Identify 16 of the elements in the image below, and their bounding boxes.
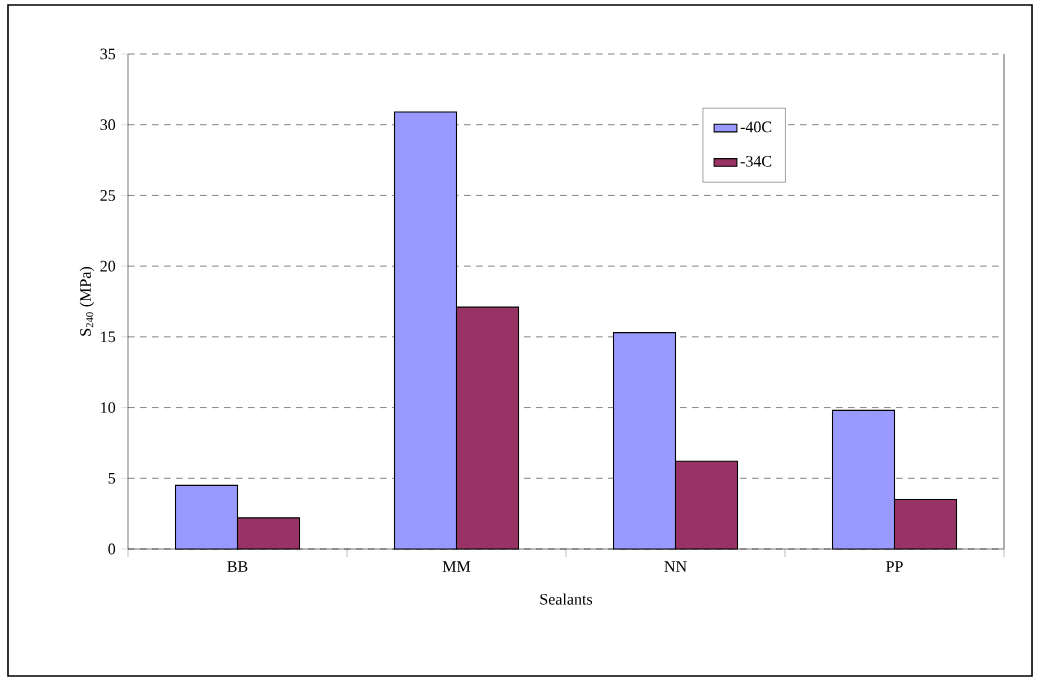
x-tick-label: BB (227, 561, 248, 572)
y-tick-label: 30 (100, 119, 116, 131)
y-tick-label: 5 (108, 472, 116, 484)
x-tick-label: MM (442, 561, 471, 572)
y-tick-label: 35 (100, 48, 116, 60)
y-tick-label: 0 (108, 543, 116, 555)
y-tick-label: 10 (101, 402, 116, 413)
y-axis-title: S$_{240}$ (MPa) (79, 266, 95, 336)
y-tick-label: 20 (100, 260, 116, 272)
legend-label: -40C (740, 121, 772, 133)
x-tick-label: PP (886, 561, 903, 572)
y-tick-label: 25 (100, 190, 116, 201)
y-tick-label: 15 (101, 331, 116, 343)
x-tick-label: NN (664, 561, 687, 572)
legend-label: -34C (740, 155, 772, 167)
x-axis-title: Sealants (540, 593, 593, 605)
